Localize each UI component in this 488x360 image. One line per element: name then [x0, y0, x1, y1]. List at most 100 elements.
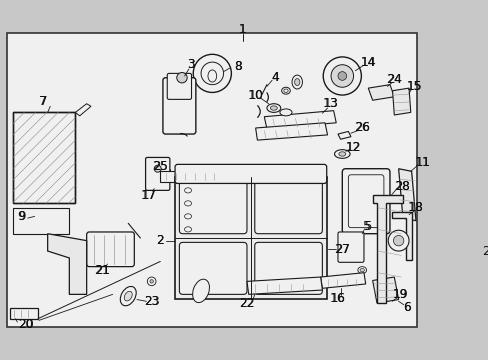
Ellipse shape [338, 152, 345, 156]
Ellipse shape [357, 267, 366, 274]
FancyBboxPatch shape [167, 73, 191, 99]
Text: 2: 2 [156, 234, 164, 247]
Text: 26: 26 [354, 121, 369, 135]
Circle shape [387, 230, 408, 251]
Text: 24: 24 [386, 73, 401, 86]
Text: 6: 6 [403, 301, 410, 314]
Polygon shape [391, 212, 411, 260]
Bar [13, 208, 69, 234]
Polygon shape [320, 273, 365, 288]
Text: 15: 15 [406, 80, 421, 93]
Text: 13: 13 [323, 97, 338, 110]
Ellipse shape [334, 150, 349, 158]
Text: 18: 18 [407, 201, 423, 214]
Circle shape [323, 57, 361, 95]
Ellipse shape [266, 104, 280, 112]
FancyBboxPatch shape [254, 242, 322, 294]
Text: 8: 8 [234, 60, 242, 73]
Ellipse shape [294, 78, 299, 86]
Text: 21: 21 [94, 264, 110, 276]
Text: 2: 2 [156, 234, 164, 247]
Text: 8: 8 [234, 60, 242, 73]
Bar [175, 177, 326, 299]
Text: 27: 27 [481, 244, 488, 257]
Text: 28: 28 [394, 180, 409, 193]
Text: 14: 14 [360, 55, 375, 69]
Text: 26: 26 [354, 121, 369, 135]
Text: 27: 27 [334, 243, 349, 256]
Text: 1: 1 [239, 23, 246, 36]
Text: 10: 10 [248, 89, 263, 102]
Text: 4: 4 [271, 71, 279, 84]
Text: 17: 17 [141, 189, 157, 202]
Text: 20: 20 [19, 318, 33, 331]
FancyBboxPatch shape [145, 157, 169, 190]
Text: 9: 9 [18, 210, 25, 223]
Ellipse shape [283, 89, 287, 93]
Text: 20: 20 [18, 318, 34, 331]
Text: 12: 12 [345, 140, 361, 154]
Circle shape [393, 235, 403, 246]
Text: 7: 7 [40, 95, 47, 108]
Text: 25: 25 [153, 159, 167, 172]
Polygon shape [75, 104, 91, 116]
Text: 12: 12 [346, 140, 360, 154]
FancyBboxPatch shape [86, 232, 134, 267]
Polygon shape [392, 88, 410, 115]
Text: 24: 24 [386, 73, 401, 86]
Text: 19: 19 [392, 288, 407, 301]
FancyBboxPatch shape [337, 232, 363, 262]
Text: 16: 16 [330, 292, 345, 305]
Polygon shape [398, 169, 415, 221]
FancyBboxPatch shape [175, 165, 326, 184]
Polygon shape [372, 277, 398, 303]
Text: 9: 9 [18, 210, 25, 223]
Ellipse shape [147, 277, 156, 286]
Text: 11: 11 [414, 156, 429, 169]
Text: 3: 3 [186, 58, 194, 71]
Text: 4: 4 [271, 71, 279, 84]
Bar [13, 112, 75, 203]
Polygon shape [372, 195, 402, 303]
Circle shape [337, 72, 346, 80]
FancyBboxPatch shape [342, 169, 389, 234]
Text: 1: 1 [238, 23, 246, 36]
Ellipse shape [281, 87, 290, 94]
FancyBboxPatch shape [163, 78, 196, 134]
FancyBboxPatch shape [347, 175, 383, 228]
Polygon shape [160, 171, 229, 182]
Polygon shape [337, 131, 350, 139]
Polygon shape [264, 111, 336, 129]
Ellipse shape [192, 279, 209, 303]
Text: 11: 11 [414, 156, 430, 169]
Polygon shape [246, 277, 322, 294]
Text: 18: 18 [407, 201, 423, 214]
Ellipse shape [150, 280, 153, 283]
Ellipse shape [270, 106, 277, 110]
Ellipse shape [207, 70, 216, 82]
Polygon shape [255, 123, 327, 140]
Text: 17: 17 [141, 189, 156, 202]
Polygon shape [367, 85, 393, 100]
Text: 14: 14 [360, 55, 375, 69]
Bar [13, 112, 75, 203]
Ellipse shape [184, 201, 191, 206]
Ellipse shape [184, 188, 191, 193]
Text: 23: 23 [144, 295, 159, 308]
Text: 3: 3 [186, 58, 194, 71]
Text: 10: 10 [247, 89, 263, 102]
Text: 16: 16 [329, 292, 345, 305]
Text: 21: 21 [95, 264, 109, 276]
Text: 6: 6 [403, 301, 410, 314]
Circle shape [193, 54, 231, 93]
Circle shape [330, 65, 353, 87]
Text: 23: 23 [143, 295, 159, 308]
FancyBboxPatch shape [179, 182, 246, 234]
Text: 28: 28 [393, 180, 409, 193]
Bar [10, 308, 38, 319]
FancyBboxPatch shape [254, 182, 322, 234]
Polygon shape [47, 234, 86, 294]
Text: 5: 5 [363, 220, 371, 233]
Text: 19: 19 [392, 288, 407, 301]
Text: 7: 7 [39, 95, 47, 108]
